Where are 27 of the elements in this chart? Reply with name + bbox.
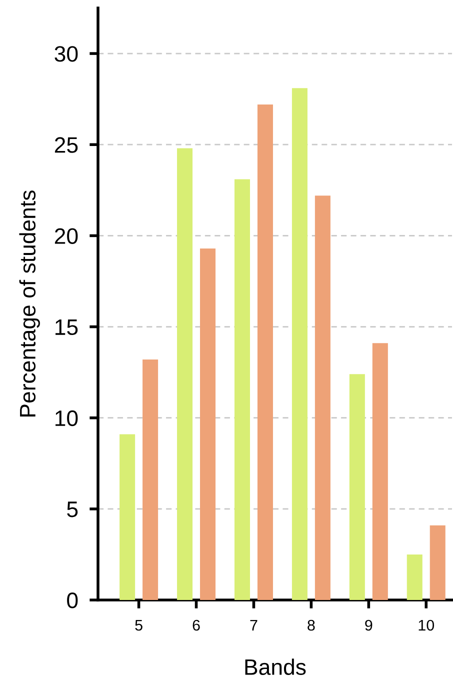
bar xyxy=(349,374,365,600)
x-tick-label: 6 xyxy=(192,620,200,631)
bar xyxy=(234,179,250,600)
bar xyxy=(430,525,446,600)
x-tick-label: 10 xyxy=(418,620,434,631)
y-axis-title: Percentage of students xyxy=(19,190,40,416)
x-tick-label: 8 xyxy=(308,620,315,631)
x-tick-label: 5 xyxy=(135,620,142,631)
y-tick-label: 10 xyxy=(56,410,78,426)
y-tick-label: 0 xyxy=(67,592,78,608)
y-tick-label: 30 xyxy=(54,46,78,62)
bar xyxy=(142,360,158,600)
bar xyxy=(120,434,136,600)
y-tick-label: 20 xyxy=(54,228,78,244)
bar xyxy=(257,104,273,600)
y-tick-label: 15 xyxy=(56,320,78,336)
y-tick-label: 25 xyxy=(54,137,78,153)
bar xyxy=(372,343,388,600)
x-axis-title: Bands xyxy=(245,658,306,676)
bar xyxy=(314,196,330,600)
x-tick-label: 7 xyxy=(250,620,258,631)
bar xyxy=(200,248,216,600)
bar xyxy=(292,88,308,600)
bar xyxy=(177,148,193,600)
x-tick-label: 9 xyxy=(365,620,372,631)
y-tick-label: 5 xyxy=(67,502,78,518)
bar xyxy=(406,554,422,600)
